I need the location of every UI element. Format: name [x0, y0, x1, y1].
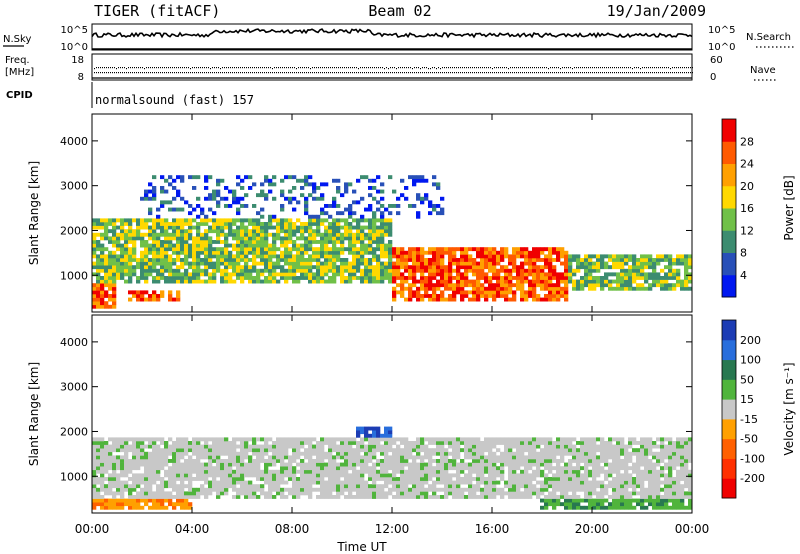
power-colorbar-tick: 24: [740, 158, 754, 171]
freq-tick-top: 18: [71, 55, 84, 66]
velocity-colorbar-tick: 100: [740, 354, 761, 367]
power-ytick-label: 3000: [60, 180, 88, 193]
velocity-axes: 1000 2000 3000 4000 Slant Range [km]: [27, 315, 693, 513]
noise-trace: [91, 28, 693, 50]
velocity-ytick-label: 3000: [60, 381, 88, 394]
freq-tick-bottom: 8: [78, 72, 84, 83]
power-colorbar-tick: 28: [740, 135, 754, 148]
freq-trace: [92, 67, 693, 79]
beam-title: Beam 02: [368, 2, 431, 20]
power-ytick-label: 4000: [60, 135, 88, 148]
power-colorbar-tick: 20: [740, 180, 754, 193]
time-tick-label: 00:00: [675, 522, 710, 536]
power-colorbar-swatch: [722, 230, 736, 253]
time-tick-label: 20:00: [575, 522, 610, 536]
velocity-colorbar-tick: -50: [740, 433, 758, 446]
velocity-colorbar-swatch: [722, 320, 736, 341]
velocity-colorbar-swatch: [722, 438, 736, 459]
velocity-colorbar-tick: -15: [740, 413, 758, 426]
power-colorbar-tick: 12: [740, 224, 754, 237]
velocity-heatmap: [92, 426, 693, 510]
noise-right-label: N.Search: [746, 32, 791, 43]
time-tick-label: 12:00: [375, 522, 410, 536]
time-tick-label: 04:00: [175, 522, 210, 536]
noise-panel: N.Sky 10^5 10^0 10^5 10^0 N.Search: [3, 23, 796, 53]
velocity-colorbar: 200 100 50 15 -15 -50 -100 -200 Velocity [m s⁻¹]: [721, 319, 796, 499]
power-colorbar-swatch: [722, 274, 736, 298]
velocity-colorbar-tick: 15: [740, 393, 754, 406]
freq-label-2: [MHz]: [5, 67, 34, 78]
velocity-colorbar-tick: -200: [740, 472, 765, 485]
velocity-colorbar-tick: 200: [740, 334, 761, 347]
power-colorbar: 4 8 12 16 20 24 28 Power [dB]: [721, 118, 796, 298]
velocity-colorbar-tick: -100: [740, 452, 765, 465]
power-colorbar-swatch: [722, 141, 736, 164]
nave-tick-top: 60: [710, 55, 723, 66]
power-axes: 1000 2000 3000 4000 Slant Range [km]: [27, 114, 693, 312]
power-heatmap: [92, 175, 693, 309]
noise-left-tick-bottom: 10^0: [61, 42, 88, 53]
power-colorbar-tick: 4: [740, 269, 747, 282]
date-title: 19/Jan/2009: [607, 2, 706, 20]
power-ytick-label: 1000: [60, 269, 88, 282]
velocity-ytick-label: 4000: [60, 336, 88, 349]
power-ylabel: Slant Range [km]: [27, 161, 41, 265]
freq-panel: Freq. [MHz] 18 8 60 0 Nave: [5, 53, 776, 83]
velocity-colorbar-swatch: [722, 418, 736, 440]
cpid-label: CPID: [6, 90, 33, 101]
power-colorbar-swatch: [722, 208, 736, 231]
time-tick-label: 00:00: [75, 522, 110, 536]
power-colorbar-swatch: [722, 185, 736, 209]
power-colorbar-swatch: [722, 252, 736, 276]
velocity-ytick-label: 2000: [60, 425, 88, 438]
noise-right-tick-top: 10^5: [708, 25, 735, 36]
power-panel: 1000 2000 3000 4000 Slant Range [km] 4 8 12 16 2…: [27, 113, 796, 313]
velocity-colorbar-swatch: [722, 359, 736, 380]
freq-label-1: Freq.: [5, 55, 30, 66]
power-colorbar-swatch: [722, 163, 736, 187]
power-ytick-label: 2000: [60, 224, 88, 237]
velocity-panel: 1000 2000 3000 4000 Slant Range [km] 200 100 5…: [27, 314, 796, 514]
noise-left-label: N.Sky: [3, 34, 31, 45]
nave-tick-bottom: 0: [710, 72, 716, 83]
nave-label: Nave: [750, 65, 776, 76]
cpid-panel: CPID normalsound (fast) 157: [6, 82, 254, 108]
velocity-colorbar-label: Velocity [m s⁻¹]: [782, 362, 796, 455]
noise-right-tick-bottom: 10^0: [708, 42, 735, 53]
power-colorbar-tick: 16: [740, 202, 754, 215]
velocity-colorbar-swatch: [722, 399, 736, 420]
velocity-colorbar-swatch: [722, 458, 736, 479]
velocity-colorbar-tick: 50: [740, 373, 754, 386]
time-axis: 00:00 04:00 08:00 12:00 16:00 20:00 00:00: [75, 522, 710, 536]
power-colorbar-swatch: [722, 119, 736, 142]
time-tick-label: 16:00: [475, 522, 510, 536]
velocity-ytick-label: 1000: [60, 470, 88, 483]
x-axis-label: Time UT: [336, 540, 387, 554]
velocity-colorbar-swatch: [722, 379, 736, 400]
noise-left-tick-top: 10^5: [61, 25, 88, 36]
velocity-ylabel: Slant Range [km]: [27, 362, 41, 466]
velocity-colorbar-swatch: [722, 478, 736, 499]
power-colorbar-label: Power [dB]: [782, 175, 796, 240]
cpid-text: normalsound (fast) 157: [95, 93, 254, 107]
velocity-colorbar-swatch: [722, 339, 736, 361]
power-colorbar-tick: 8: [740, 247, 747, 260]
radar-title: TIGER (fitACF): [94, 2, 220, 20]
time-tick-label: 08:00: [275, 522, 310, 536]
